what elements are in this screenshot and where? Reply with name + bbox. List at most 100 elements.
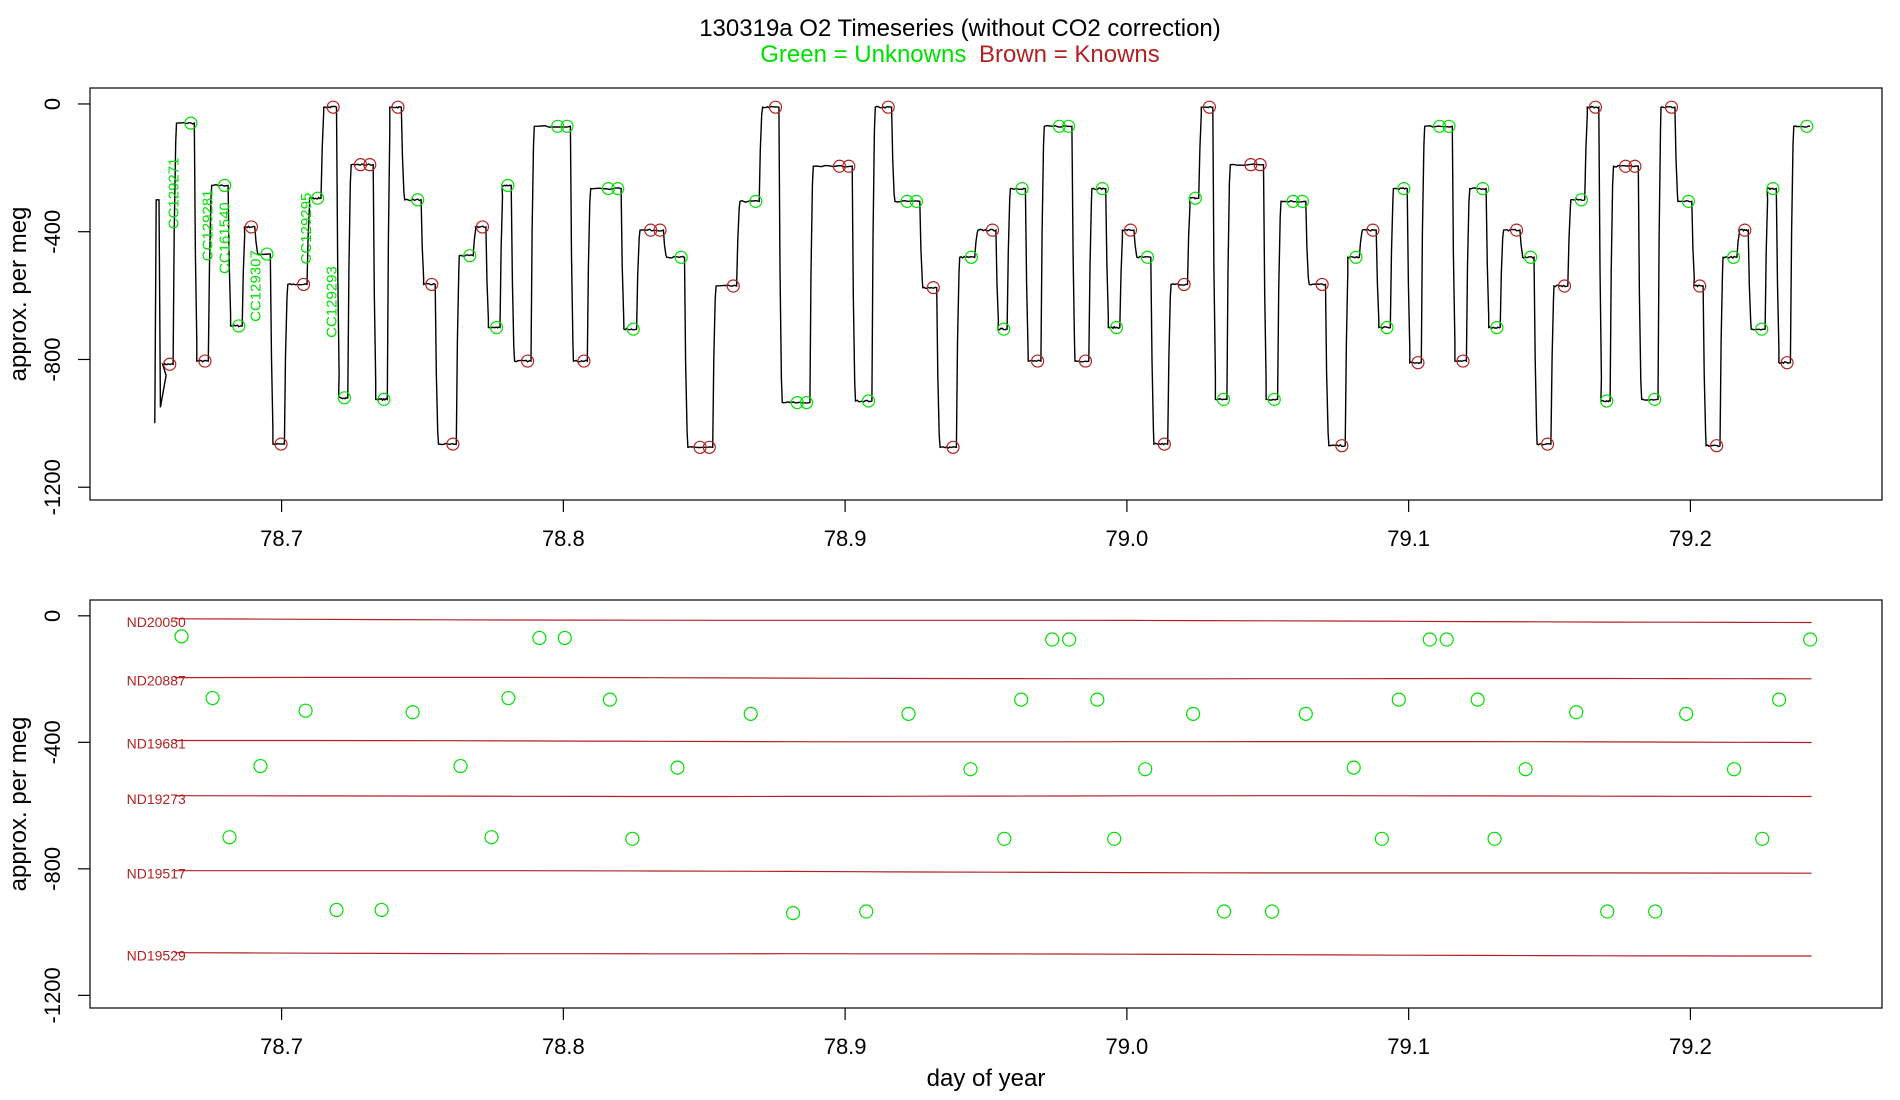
known-marker [1366,223,1380,237]
known-marker [1078,354,1093,368]
unknown-point [901,706,916,721]
unknown-marker [1349,250,1363,264]
known-marker [644,223,658,237]
unknown-point [1772,692,1787,707]
known-marker [1202,100,1217,114]
sample-label: CC161540 [216,202,233,274]
known-marker [163,357,177,371]
unknown-point [1185,706,1201,721]
unknown-marker [900,194,914,208]
known-marker [1738,223,1752,237]
unknown-point [1600,904,1615,919]
bottom-x-tick-label: 79.1 [1387,1034,1430,1059]
unknown-marker [260,247,274,261]
standard-drift-line [174,618,1812,624]
unknown-point [963,762,978,777]
unknown-point [602,692,617,707]
standards-panel: 78.7 78.8 78.9 79.0 79.1 79.2 0 -400 -800 -1200 ap… [5,599,1883,1092]
unknown-marker [799,395,814,410]
known-marker [1588,100,1603,114]
known-marker [1253,158,1267,172]
unknown-marker [611,182,625,196]
known-marker [832,159,847,173]
standard-label: ND19273 [127,791,186,807]
unknown-marker [1052,119,1066,133]
unknown-marker [1755,322,1769,336]
top-plot-frame [89,87,1883,501]
top-x-tick-label: 79.1 [1387,526,1430,551]
standard-label: ND19681 [127,736,186,752]
known-marker [274,437,288,451]
unknown-marker [1109,320,1124,335]
standard-label: ND19517 [127,865,186,881]
unknown-marker [1397,182,1411,196]
known-marker [1177,277,1191,292]
sample-label: CC129295 [298,193,315,265]
sample-label: CC129307 [247,250,264,322]
top-x-tick-label: 79.0 [1105,526,1148,551]
unknown-marker [749,194,763,208]
unknown-marker [1295,194,1310,208]
known-marker [768,100,783,114]
known-marker [1693,279,1707,293]
standard-label: ND20887 [127,672,186,688]
unknown-point [174,629,189,644]
top-x-tick-label: 78.9 [824,526,867,551]
unknown-marker [463,249,477,263]
unknown-marker [1648,392,1662,406]
known-marker [425,277,439,292]
unknown-point [1487,831,1502,846]
bottom-y-tick-label: -1200 [40,967,65,1023]
known-marker [198,354,212,368]
unknown-point [1803,632,1818,647]
unknown-marker [489,320,504,335]
unknown-point [1107,831,1122,846]
bottom-y-axis-label: approx. per meg [5,717,32,892]
unknown-point [1726,762,1742,777]
unknown-marker [218,178,232,193]
bottom-x-tick-label: 79.2 [1669,1034,1712,1059]
unknown-marker [1800,119,1814,133]
unknown-point [743,706,758,721]
bottom-x-tick-label: 78.9 [824,1034,867,1059]
known-marker [520,354,535,368]
bottom-x-tick-label: 79.0 [1105,1034,1148,1059]
unknown-marker [411,193,425,207]
unknown-point [785,906,801,921]
unknown-point [625,831,640,846]
unknown-marker [1188,191,1202,205]
unknown-marker [501,178,515,193]
known-marker [1557,279,1572,293]
unknown-point [1346,760,1361,775]
unknown-marker [1015,182,1029,196]
known-marker [1628,159,1642,173]
unknown-marker [790,395,804,410]
unknown-point [532,630,547,646]
unknown-marker [601,182,616,196]
standard-drift-line [174,739,1812,744]
unknown-marker [560,119,574,133]
bottom-y-tick-label: 0 [40,610,65,622]
unknown-marker [861,394,876,408]
unknown-point [1216,904,1232,919]
known-marker [653,223,667,237]
sample-label: CC129271 [166,158,183,230]
unknown-point [501,690,516,706]
known-marker [1456,354,1470,368]
standard-label: ND20050 [127,614,186,630]
unknown-marker [674,250,688,264]
known-marker [1335,439,1349,453]
known-marker [1123,223,1138,237]
known-marker [391,100,405,114]
unknown-point [1422,632,1437,647]
top-x-tick-label: 78.8 [542,526,585,551]
unknown-point [1090,692,1105,707]
top-x-tick-label: 78.7 [260,526,303,551]
known-marker [1244,158,1258,172]
known-marker [475,220,490,234]
unknown-marker [626,322,640,336]
unknown-marker [964,250,978,264]
unknown-marker [1726,250,1741,264]
known-marker [842,159,856,173]
